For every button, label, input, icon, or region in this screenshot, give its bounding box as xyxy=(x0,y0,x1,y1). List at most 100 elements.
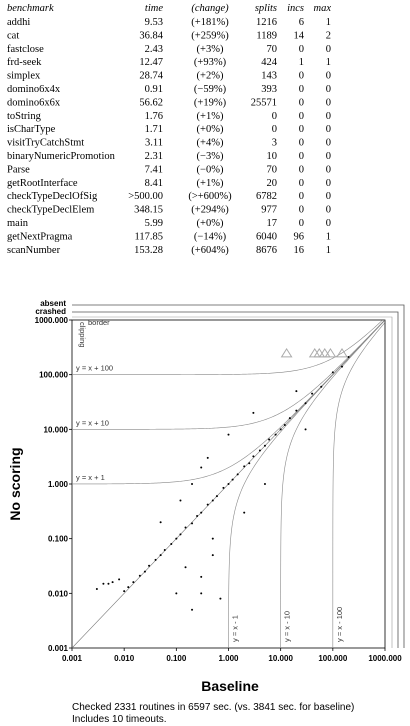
table-cell: (+2%) xyxy=(197,71,224,82)
x-tick-label: 1000.000 xyxy=(368,654,402,663)
table-cell: 0 xyxy=(326,218,331,229)
table-cell: toString xyxy=(7,111,42,122)
table-cell: 6040 xyxy=(256,231,277,242)
scatter-plot: absent crashed border clipping Baseline … xyxy=(7,299,405,694)
table-cell: domino6x6x xyxy=(7,97,61,108)
data-point xyxy=(123,590,126,593)
curve-label: y = x + 10 xyxy=(76,418,109,427)
data-point xyxy=(288,417,291,420)
data-point xyxy=(222,486,225,489)
curve-label: y = x + 1 xyxy=(76,473,105,482)
x-tick-label: 1.000 xyxy=(218,654,239,663)
table-cell: simplex xyxy=(7,71,41,82)
x-tick-label: 0.100 xyxy=(166,654,187,663)
data-point xyxy=(102,582,105,585)
data-point xyxy=(211,554,214,557)
table-cell: 1 xyxy=(299,57,304,68)
table-cell: 0 xyxy=(326,84,331,95)
table-cell: 0 xyxy=(326,191,331,202)
table-cell: 2 xyxy=(326,30,331,41)
table-cell: 0 xyxy=(272,111,277,122)
data-point xyxy=(304,402,307,405)
table-cell: 393 xyxy=(261,84,277,95)
curve-label: y = x - 100 xyxy=(335,607,344,642)
table-cell: 0 xyxy=(299,124,304,135)
data-point xyxy=(283,424,286,427)
data-point xyxy=(196,514,199,517)
reference-curve xyxy=(71,321,384,430)
table-cell: 1216 xyxy=(256,17,277,28)
table-cell: (+1%) xyxy=(197,178,224,189)
data-point xyxy=(132,581,135,584)
data-point xyxy=(279,428,282,431)
data-point xyxy=(127,586,130,589)
data-point xyxy=(170,542,173,545)
y-tick-label: 0.001 xyxy=(48,644,69,653)
table-cell: (>+600%) xyxy=(188,191,232,202)
table-header: time xyxy=(145,3,163,14)
table-header: (change) xyxy=(191,3,229,14)
data-point xyxy=(211,537,214,540)
table-header: max xyxy=(314,3,332,14)
table-cell: 348.15 xyxy=(134,205,163,216)
reference-curve xyxy=(332,323,385,649)
data-point xyxy=(304,428,307,431)
data-point xyxy=(341,365,344,368)
data-point xyxy=(200,575,203,578)
data-point xyxy=(320,385,323,388)
table-cell: 0 xyxy=(299,205,304,216)
data-point xyxy=(179,499,182,502)
data-point xyxy=(159,554,162,557)
caption-line: Includes 10 timeouts. xyxy=(72,714,167,725)
table-cell: 1.71 xyxy=(145,124,163,135)
data-point xyxy=(231,478,234,481)
table-cell: 0 xyxy=(299,218,304,229)
table-cell: (−3%) xyxy=(197,151,224,162)
table-cell: 0 xyxy=(299,97,304,108)
table-cell: (+3%) xyxy=(197,44,224,55)
table-cell: (+604%) xyxy=(191,245,229,256)
x-axis-label: Baseline xyxy=(201,678,259,694)
table-cell: >500.00 xyxy=(128,191,163,202)
results-table: benchmark time (change) splits incs max addhi 9… xyxy=(7,3,331,256)
table-cell: frd-seek xyxy=(7,57,42,68)
absent-frame xyxy=(72,304,405,648)
data-point xyxy=(200,511,203,514)
data-point xyxy=(295,409,298,412)
y-tick-label: 0.100 xyxy=(48,535,69,544)
data-point xyxy=(252,455,255,458)
data-point xyxy=(219,597,222,600)
caption-line: Checked 2331 routines in 6597 sec. (vs. … xyxy=(72,702,354,713)
data-point xyxy=(206,456,209,459)
data-point xyxy=(268,438,271,441)
table-cell: 977 xyxy=(261,205,277,216)
y-tick-label: 1000.000 xyxy=(35,316,69,325)
table-cell: 1 xyxy=(326,231,331,242)
data-point xyxy=(331,371,334,374)
table-cell: 8676 xyxy=(256,245,277,256)
table-cell: 0 xyxy=(299,151,304,162)
data-point xyxy=(175,537,178,540)
table-cell: 0 xyxy=(326,151,331,162)
y-tick-label: 1.000 xyxy=(48,480,69,489)
data-point xyxy=(263,444,266,447)
table-cell: 1 xyxy=(326,245,331,256)
table-cell: (+0%) xyxy=(197,124,224,135)
data-point xyxy=(311,392,314,395)
table-cell: 0 xyxy=(299,164,304,175)
table-cell: 10 xyxy=(267,151,278,162)
table-cell: 20 xyxy=(267,178,278,189)
table-cell: 0 xyxy=(272,124,277,135)
y-tick-label: 100.000 xyxy=(39,371,68,380)
clipped-point xyxy=(280,347,293,358)
data-point xyxy=(107,582,110,585)
table-cell: checkTypeDeclOfSig xyxy=(7,191,98,202)
table-cell: 56.62 xyxy=(139,97,163,108)
curve-label: y = x - 10 xyxy=(283,611,292,642)
table-cell: 0 xyxy=(326,205,331,216)
table-cell: 2.31 xyxy=(145,151,163,162)
table-cell: (−14%) xyxy=(194,231,227,242)
data-point xyxy=(252,411,255,414)
data-point xyxy=(200,592,203,595)
table-cell: 16 xyxy=(294,245,305,256)
